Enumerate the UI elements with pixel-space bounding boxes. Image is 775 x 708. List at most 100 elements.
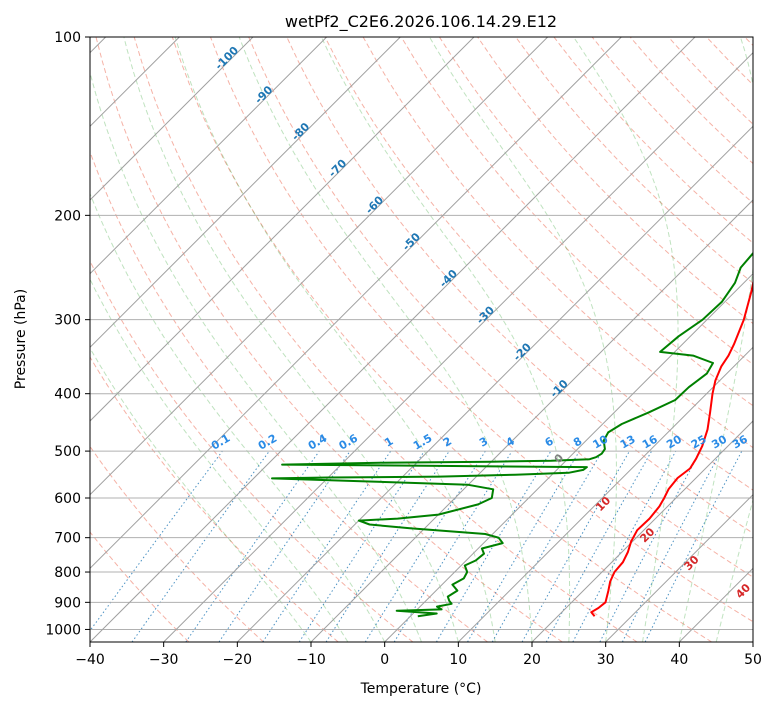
dry-adiabat [324, 37, 753, 491]
mixing-ratio-line [599, 450, 701, 642]
isotherm-line [90, 37, 696, 642]
dry-adiabat [744, 37, 753, 47]
dry-adiabat [515, 37, 753, 284]
moist-adiabat [678, 37, 753, 642]
mixing-ratio-label: 0.2 [256, 432, 279, 453]
mixing-ratio-label: 3 [477, 435, 490, 450]
mixing-ratio-line [393, 450, 513, 642]
isotherm-line [678, 567, 753, 642]
isotherm-label: -70 [326, 157, 349, 180]
isotherm-label: -60 [363, 193, 386, 216]
temperature-line [590, 279, 753, 617]
mixing-ratio-line [435, 450, 552, 642]
isotherm-line [90, 37, 401, 349]
x-tick-label: −30 [149, 652, 179, 668]
dry-adiabat [90, 445, 264, 642]
x-tick-label: 50 [744, 652, 762, 668]
mixing-ratio-lines [90, 450, 743, 642]
moist-adiabat-label: 10 [593, 494, 613, 514]
mixing-ratio-line [572, 450, 677, 642]
x-tick-label: 10 [449, 652, 467, 668]
mixing-ratio-label: 8 [571, 435, 584, 450]
pressure-gridlines [90, 37, 753, 630]
isotherm-line [90, 37, 475, 422]
y-tick-label: 800 [54, 565, 81, 581]
y-axis-title: Pressure (hPa) [13, 289, 29, 389]
mixing-ratio-line [90, 450, 223, 632]
isotherm-line [90, 37, 328, 275]
x-tick-label: 30 [597, 652, 615, 668]
moist-adiabat [90, 192, 386, 642]
x-tick-label: −20 [223, 652, 253, 668]
dry-adiabat [400, 37, 753, 407]
isotherm-line [310, 199, 753, 642]
x-tick-label: 20 [523, 652, 541, 668]
moist-adiabat-label: 30 [682, 553, 702, 573]
moist-adiabat [429, 37, 617, 642]
dry-adiabat [133, 37, 638, 642]
moist-adiabat-label: 40 [733, 581, 753, 601]
isotherm-line [90, 37, 254, 201]
y-tick-label: 300 [54, 313, 81, 329]
isotherm-line [605, 493, 753, 642]
line-labels: 0.1 0.2 0.4 0.6 1 1.5 2 3 4 6 8 10 13 16 20 25 30 36-100-… [209, 44, 753, 601]
dry-adiabats [90, 37, 753, 642]
y-tick-label: 400 [54, 387, 81, 403]
mixing-ratio-line [262, 450, 392, 642]
y-axis-ticks: 100 200 300 400 500 600 700 800 900 1000 [45, 30, 90, 638]
isotherm-label: -20 [511, 340, 534, 363]
dry-adiabat [90, 259, 414, 642]
y-tick-label: 600 [54, 491, 81, 507]
moist-adiabat [123, 37, 459, 642]
dry-adiabat [90, 531, 190, 642]
moist-adiabat [238, 37, 533, 642]
x-tick-label: 0 [380, 652, 389, 668]
mixing-ratio-line [521, 450, 630, 642]
mixing-ratio-label: 1 [382, 435, 395, 450]
mixing-ratio-label: 36 [730, 432, 750, 451]
dewpoint-line [271, 251, 753, 618]
dry-adiabat [668, 37, 753, 125]
isotherm-label: -100 [212, 44, 241, 73]
moist-adiabat [320, 37, 571, 642]
y-tick-label: 1000 [45, 622, 81, 638]
moist-adiabat [90, 278, 349, 642]
dry-adiabat [248, 37, 753, 578]
mixing-ratio-line [131, 450, 270, 642]
isotherm-line [163, 51, 753, 642]
moist-adiabat [90, 70, 422, 642]
mixing-ratio-line [644, 450, 743, 642]
moist-adiabat [174, 37, 496, 642]
dry-adiabat [591, 37, 753, 204]
mixing-ratio-label: 0.1 [209, 432, 232, 453]
x-axis-ticks: −40 −30 −20 −10 0 10 20 30 40 50 [75, 642, 762, 668]
dry-adiabat [210, 37, 753, 623]
dry-adiabat [706, 37, 753, 86]
mixing-ratio-line [218, 450, 351, 642]
moist-adiabats [90, 37, 753, 642]
plot-frame [89, 36, 754, 643]
mixing-ratio-line [467, 450, 580, 642]
mixing-ratio-line [545, 450, 653, 642]
moist-adiabat [715, 498, 753, 642]
isotherm-line [90, 37, 622, 570]
y-tick-label: 700 [54, 531, 81, 547]
isotherm-label: -80 [289, 120, 312, 143]
isotherm-line [752, 641, 753, 642]
x-tick-label: −40 [75, 652, 105, 668]
moist-adiabat-label: 0 [552, 451, 567, 466]
isotherm-line [384, 272, 753, 642]
dry-adiabat [171, 37, 712, 642]
mixing-ratio-label: 16 [640, 432, 660, 451]
isotherm-line [531, 420, 753, 642]
dry-adiabat [90, 356, 339, 642]
isotherm-label: -90 [252, 83, 275, 106]
mixing-ratio-line [325, 450, 450, 642]
mixing-ratio-label: 30 [709, 432, 729, 451]
mixing-ratio-label: 20 [664, 432, 684, 451]
y-tick-label: 200 [54, 208, 81, 224]
moist-adiabat [90, 347, 312, 642]
sounding-series [271, 251, 753, 618]
mixing-ratio-line [185, 450, 320, 642]
